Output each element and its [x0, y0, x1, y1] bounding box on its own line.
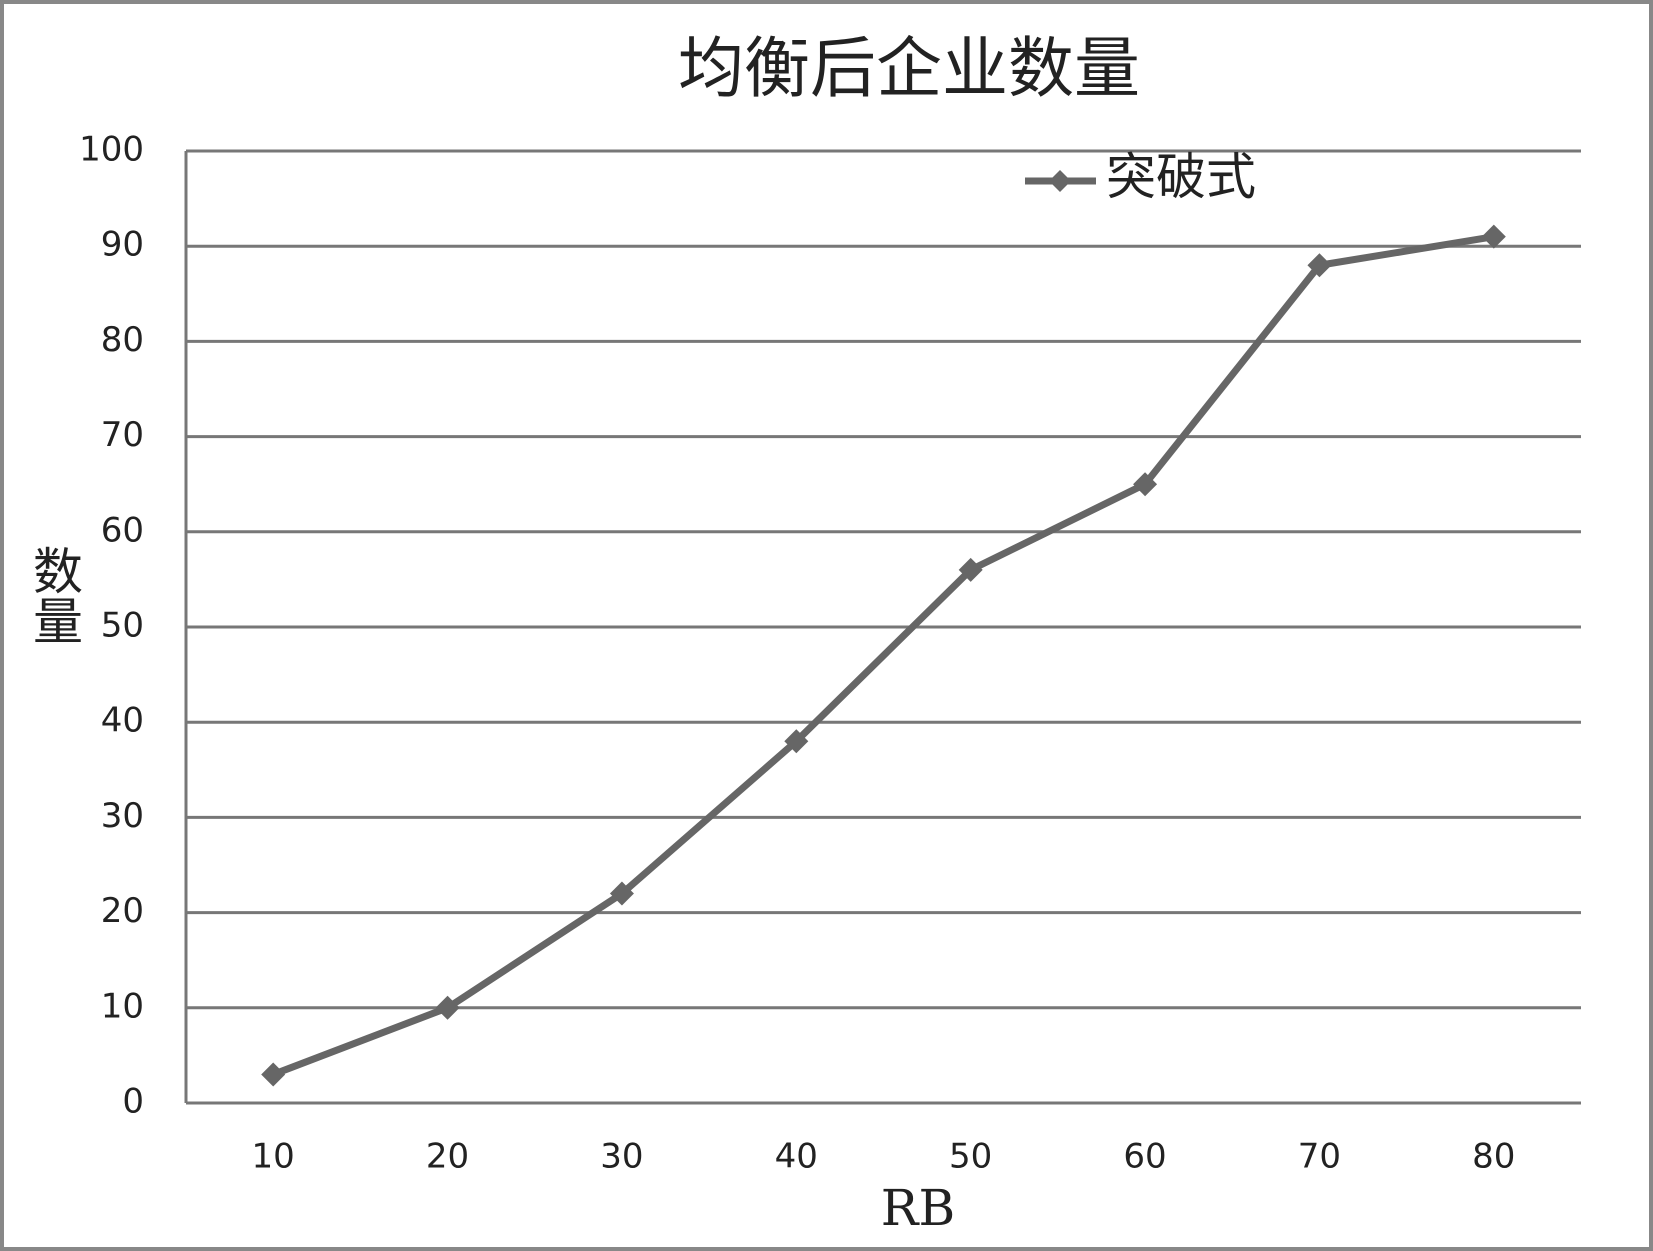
y-tick-label: 60 — [101, 510, 144, 550]
marker — [1481, 224, 1506, 249]
marker — [958, 557, 983, 582]
x-tick-label: 10 — [252, 1137, 295, 1177]
x-tick-label: 40 — [775, 1137, 818, 1177]
marker — [435, 995, 460, 1020]
x-tick-label: 70 — [1298, 1137, 1341, 1177]
legend-label: 突破式 — [1106, 148, 1256, 206]
line — [271, 233, 1495, 1078]
y-tick-label: 10 — [101, 986, 144, 1026]
marker — [784, 729, 809, 754]
x-tick-label: 20 — [426, 1137, 469, 1177]
x-tick-label: 50 — [949, 1137, 992, 1177]
y-tick-label: 20 — [101, 891, 144, 931]
y-tick-label: 0 — [122, 1082, 144, 1122]
y-tick-label: 30 — [101, 796, 144, 836]
x-tick-label: 30 — [600, 1137, 643, 1177]
marker — [609, 881, 634, 906]
y-tick-label: 40 — [101, 701, 144, 741]
y-tick-label: 80 — [101, 320, 144, 360]
y-tick-label: 70 — [101, 415, 144, 455]
x-tick-label: 80 — [1472, 1137, 1515, 1177]
y-tick-label: 90 — [101, 225, 144, 265]
x-tick-label: 60 — [1123, 1137, 1166, 1177]
x-axis-label: RB — [881, 1179, 955, 1237]
marker — [1307, 253, 1332, 278]
y-axis-label: 数量 — [25, 545, 83, 645]
legend-marker — [1049, 170, 1071, 192]
marker — [261, 1062, 286, 1087]
y-tick-label: 100 — [79, 130, 144, 170]
y-tick-label: 50 — [101, 606, 144, 646]
marker — [1133, 472, 1158, 497]
chart-title: 均衡后企业数量 — [678, 30, 1140, 107]
